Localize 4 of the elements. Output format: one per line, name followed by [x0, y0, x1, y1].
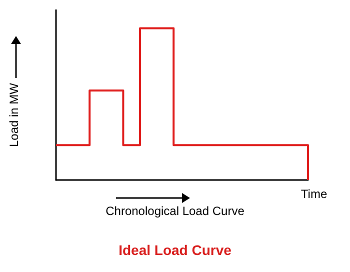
- text: Ideal Load Curve: [118, 242, 232, 258]
- text: Chronological Load Curve: [106, 204, 245, 218]
- y-axis-title: Load in MW: [7, 82, 21, 148]
- x-axis-title: Time: [300, 187, 328, 201]
